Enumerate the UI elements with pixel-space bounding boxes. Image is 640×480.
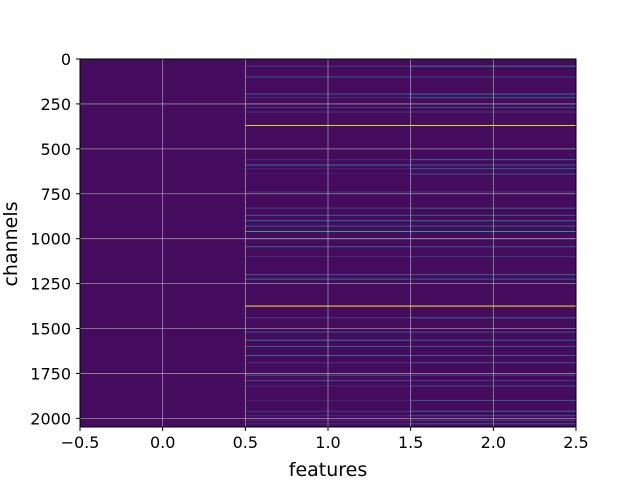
x-tick-label: 2.5 <box>563 433 588 452</box>
y-axis: 0 250 500 750 1000 1250 1500 1750 2000 <box>30 50 80 428</box>
y-tick-label: 1750 <box>30 364 71 383</box>
x-tick-label: 1.0 <box>315 433 340 452</box>
y-tick-label: 1000 <box>30 230 71 249</box>
x-tick-label: 2.0 <box>481 433 506 452</box>
x-tick-label: 1.5 <box>398 433 423 452</box>
x-tick-label: 0.0 <box>150 433 175 452</box>
y-tick-label: 500 <box>40 140 71 159</box>
y-tick-label: 2000 <box>30 409 71 428</box>
x-tick-label: 0.5 <box>233 433 258 452</box>
y-tick-label: 250 <box>40 95 71 114</box>
x-tick-label: −0.5 <box>61 433 100 452</box>
y-tick-label: 1500 <box>30 320 71 339</box>
y-tick-label: 1250 <box>30 275 71 294</box>
y-tick-label: 750 <box>40 185 71 204</box>
x-axis-label: features <box>289 459 368 480</box>
x-axis: −0.5 0.0 0.5 1.0 1.5 2.0 2.5 <box>61 427 589 452</box>
y-axis-label: channels <box>0 201 22 286</box>
y-tick-label: 0 <box>61 50 71 69</box>
